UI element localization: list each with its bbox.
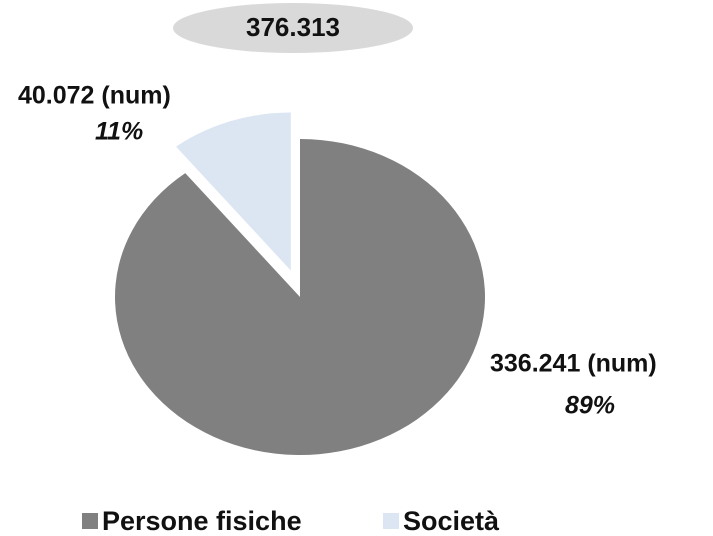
pie-slice xyxy=(115,139,486,455)
value-label: 40.072 (num) xyxy=(18,82,171,110)
percent-label: 89% xyxy=(565,392,615,420)
legend-swatch xyxy=(383,513,399,529)
total-badge xyxy=(173,3,413,53)
legend-label: Persone fisiche xyxy=(102,506,302,536)
legend-swatch xyxy=(82,513,98,529)
total-label: 376.313 xyxy=(246,12,340,42)
legend-label: Società xyxy=(403,506,500,536)
value-label: 336.241 (num) xyxy=(490,350,657,378)
pie-slice xyxy=(176,112,291,271)
percent-label: 11% xyxy=(95,118,143,146)
